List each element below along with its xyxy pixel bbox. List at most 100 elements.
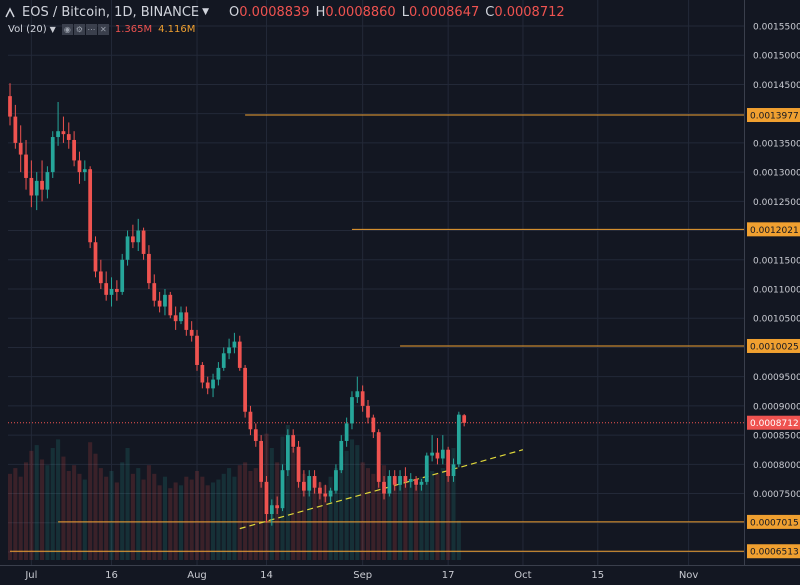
volume-bar bbox=[285, 425, 290, 560]
eye-icon[interactable]: ◉ bbox=[61, 24, 73, 35]
candle bbox=[114, 280, 119, 301]
last-price-tag[interactable] bbox=[747, 415, 800, 430]
candle-body bbox=[120, 259, 125, 292]
price-tick-label: 0.0012500 bbox=[753, 198, 800, 208]
volume-bar bbox=[141, 479, 146, 560]
price-tick-label: 0.0009000 bbox=[753, 402, 800, 412]
price-axis[interactable]: 0.00155000.00150000.00145000.00140000.00… bbox=[744, 0, 800, 565]
candle bbox=[221, 347, 226, 371]
price-level-tag[interactable] bbox=[747, 544, 800, 559]
candle bbox=[72, 131, 76, 167]
candle bbox=[451, 458, 456, 482]
volume-bar bbox=[162, 476, 167, 560]
candle bbox=[355, 376, 360, 403]
volume-bar bbox=[61, 456, 66, 560]
trendline[interactable] bbox=[239, 449, 524, 530]
candle-body bbox=[355, 391, 360, 398]
candle bbox=[269, 499, 274, 526]
candle bbox=[120, 253, 125, 295]
price-level-tag[interactable] bbox=[747, 222, 800, 237]
time-tick-label: 15 bbox=[591, 570, 604, 581]
candle bbox=[403, 467, 408, 488]
candle-body bbox=[66, 134, 71, 140]
time-tick-label: Sep bbox=[353, 570, 372, 581]
trendline-group[interactable] bbox=[239, 449, 524, 530]
candle bbox=[243, 364, 247, 418]
candle-body bbox=[211, 379, 215, 389]
candle bbox=[82, 160, 87, 181]
symbol-title[interactable]: EOS / Bitcoin, 1D, BINANCE bbox=[22, 4, 200, 20]
more-icon[interactable]: ⋯ bbox=[85, 24, 97, 35]
volume-indicator-label[interactable]: Vol (20) bbox=[8, 24, 47, 35]
price-tick-label: 0.0013000 bbox=[753, 169, 800, 179]
volume-bar bbox=[136, 468, 141, 560]
candle-body bbox=[93, 242, 98, 272]
volume-bar bbox=[398, 476, 403, 560]
volume-bar bbox=[419, 476, 424, 560]
time-tick-label: 16 bbox=[105, 570, 118, 581]
volume-bar bbox=[355, 445, 360, 560]
volume-bar bbox=[387, 476, 392, 560]
candle bbox=[125, 230, 130, 266]
candle-body bbox=[8, 96, 12, 117]
volume-bar bbox=[7, 473, 13, 560]
volume-bar bbox=[173, 482, 178, 560]
price-level-tag[interactable] bbox=[747, 338, 800, 353]
candle bbox=[141, 227, 146, 260]
candle bbox=[200, 362, 205, 389]
volume-bar bbox=[72, 465, 77, 560]
open-label: O bbox=[229, 4, 240, 20]
close-icon[interactable]: ✕ bbox=[97, 24, 109, 35]
price-level-tag[interactable] bbox=[747, 514, 800, 529]
candle bbox=[93, 236, 98, 278]
candle bbox=[414, 476, 418, 491]
chevron-down-icon[interactable]: ▼ bbox=[202, 7, 210, 17]
price-level-label: 0.0006513 bbox=[750, 548, 799, 558]
volume-bar bbox=[291, 447, 296, 560]
candles bbox=[8, 83, 467, 526]
time-axis[interactable]: Jul 16 Aug 14 Sep 17 Oct 15 Nov bbox=[0, 565, 800, 582]
volume-bar bbox=[392, 479, 397, 560]
close-label: C bbox=[485, 4, 495, 20]
candle-body bbox=[350, 397, 354, 424]
candle bbox=[371, 414, 376, 439]
candle bbox=[56, 101, 60, 146]
time-tick-label: Nov bbox=[679, 570, 699, 581]
price-tick-label: 0.0007500 bbox=[753, 490, 800, 500]
volume-bar bbox=[29, 450, 34, 560]
gear-icon[interactable]: ⚙ bbox=[73, 24, 85, 35]
candle-body bbox=[125, 236, 130, 260]
candle bbox=[456, 411, 461, 468]
candle-body bbox=[184, 312, 189, 330]
candle-body bbox=[269, 505, 274, 515]
volume-bar bbox=[205, 485, 210, 560]
candle-body bbox=[200, 364, 205, 383]
candle-body bbox=[430, 452, 434, 456]
volume-legend: Vol (20) ▼ ◉ ⚙ ⋯ ✕ 1.365M 4.116M bbox=[8, 24, 195, 35]
candle bbox=[147, 245, 151, 289]
price-tick-label: 0.0011000 bbox=[753, 286, 800, 296]
volume-bar bbox=[98, 468, 103, 560]
candle-body bbox=[168, 294, 173, 316]
candle-body bbox=[72, 139, 76, 161]
candle bbox=[205, 376, 210, 395]
candle-body bbox=[382, 481, 386, 494]
candle-body bbox=[280, 470, 285, 509]
horizontal-levels[interactable] bbox=[8, 114, 744, 552]
candle-body bbox=[451, 464, 456, 477]
candle bbox=[275, 496, 280, 515]
candle-body bbox=[157, 300, 162, 307]
chevron-down-icon[interactable]: ▼ bbox=[49, 25, 56, 34]
candle bbox=[446, 446, 451, 482]
volume-bar bbox=[243, 462, 248, 560]
candle bbox=[237, 335, 242, 371]
price-tick-label: 0.0009500 bbox=[753, 373, 800, 383]
candle-body bbox=[13, 116, 18, 143]
volume-bar bbox=[200, 476, 205, 560]
time-tick-label: Oct bbox=[514, 570, 531, 581]
volume-bar bbox=[456, 520, 461, 560]
compare-icon[interactable] bbox=[4, 6, 16, 18]
price-level-tag[interactable] bbox=[747, 108, 800, 123]
candle bbox=[61, 116, 66, 143]
